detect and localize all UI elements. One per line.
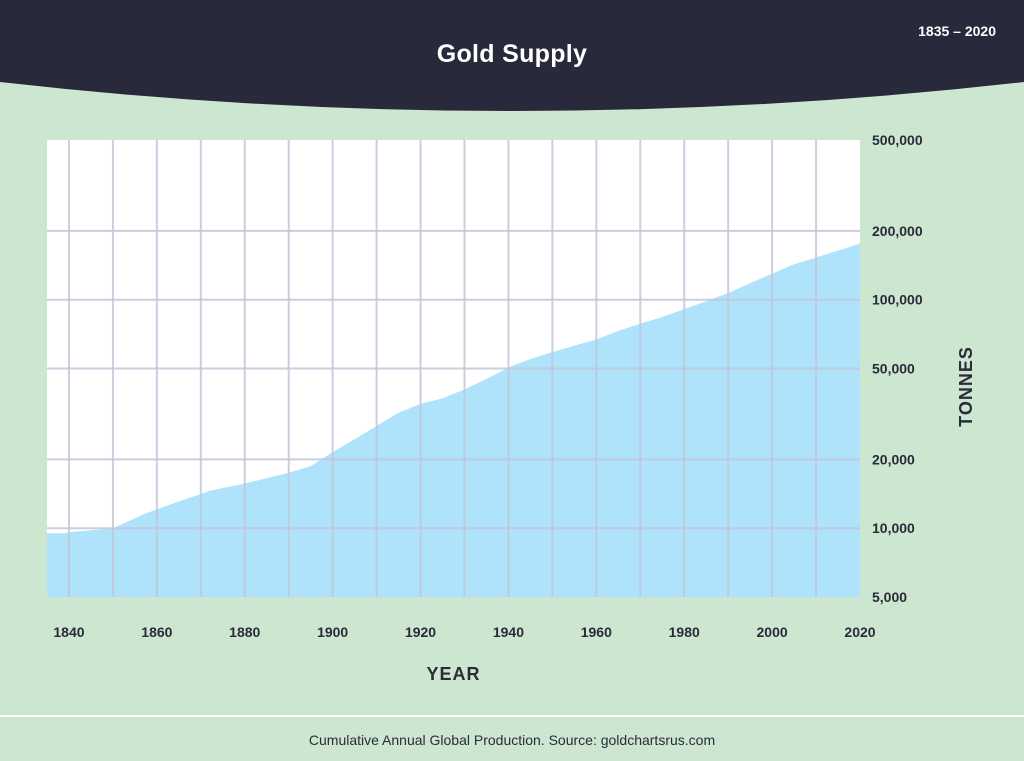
- page-title: Gold Supply: [436, 40, 588, 68]
- x-tick-label-1860: 1860: [141, 624, 172, 640]
- area-series-gold-supply: [47, 243, 860, 597]
- y-tick-label-50000: 50,000: [872, 361, 915, 377]
- y-tick-label-200000: 200,000: [872, 223, 923, 239]
- gold-supply-chart: 1840 1860 1880 1900 1920 1940 1960 1980 2000 2020…: [47, 132, 976, 684]
- footer-caption: Cumulative Annual Global Production. Sou…: [308, 732, 716, 748]
- x-tick-label-2000: 2000: [757, 624, 788, 640]
- y-tick-label-500000: 500,000: [872, 132, 923, 148]
- x-tick-label-2020: 2020: [844, 624, 875, 640]
- y-axis-label: TONNES: [956, 346, 976, 427]
- x-tick-label-1920: 1920: [405, 624, 436, 640]
- x-tick-label-1940: 1940: [493, 624, 524, 640]
- date-range: 1835 – 2020: [918, 23, 996, 39]
- x-axis-label: YEAR: [426, 664, 480, 684]
- x-tick-label-1840: 1840: [53, 624, 84, 640]
- x-tick-label-1880: 1880: [229, 624, 260, 640]
- x-tick-label-1960: 1960: [581, 624, 612, 640]
- header-banner: [0, 0, 1024, 111]
- x-tick-label-1980: 1980: [669, 624, 700, 640]
- x-tick-label-1900: 1900: [317, 624, 348, 640]
- y-tick-label-20000: 20,000: [872, 451, 915, 467]
- footer-divider: [0, 715, 1024, 717]
- y-tick-label-10000: 10,000: [872, 520, 915, 536]
- y-tick-label-5000: 5,000: [872, 589, 907, 605]
- y-tick-label-100000: 100,000: [872, 292, 923, 308]
- header-background: [0, 0, 1024, 111]
